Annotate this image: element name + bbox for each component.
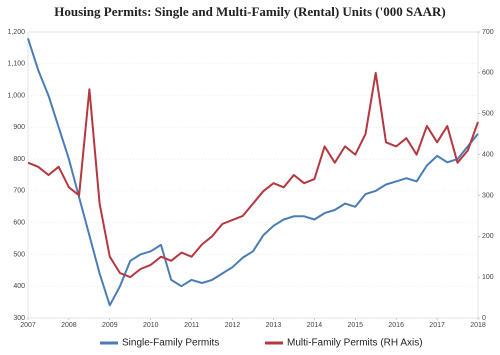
y-tick-label: 600 xyxy=(13,220,25,227)
series-line xyxy=(27,38,479,307)
y-tick-label: 400 xyxy=(13,283,25,290)
x-tick-label: 2017 xyxy=(429,322,445,329)
x-tick-label: 2011 xyxy=(184,322,199,329)
x-tick-label: 2013 xyxy=(266,322,282,329)
y-tick-label: 800 xyxy=(13,156,25,163)
series-line xyxy=(27,71,479,279)
chart-title: Housing Permits: Single and Multi-Family… xyxy=(54,4,445,19)
y-tick-label: 1,200 xyxy=(7,29,25,36)
x-tick-label: 2012 xyxy=(225,322,241,329)
y2-tick-label: 0 xyxy=(482,315,486,322)
legend-label: Multi-Family Permits (RH Axis) xyxy=(287,338,423,349)
x-tick-label: 2010 xyxy=(143,322,159,329)
legend-label: Single-Family Permits xyxy=(122,338,219,349)
y2-tick-label: 300 xyxy=(482,192,494,199)
y-tick-label: 500 xyxy=(13,251,25,258)
x-tick-label: 2016 xyxy=(388,322,404,329)
x-tick-label: 2018 xyxy=(470,322,486,329)
y-tick-label: 1,000 xyxy=(7,92,25,99)
y-tick-label: 1,100 xyxy=(7,61,25,68)
y-tick-label: 900 xyxy=(13,124,25,131)
y-tick-label: 300 xyxy=(13,315,25,322)
y2-tick-label: 200 xyxy=(482,233,494,240)
y2-tick-label: 600 xyxy=(482,70,494,77)
x-tick-label: 2009 xyxy=(102,322,118,329)
x-tick-label: 2007 xyxy=(20,322,36,329)
y2-tick-label: 700 xyxy=(482,29,494,36)
plot-area xyxy=(27,31,479,319)
y-tick-label: 700 xyxy=(13,188,25,195)
y2-tick-label: 500 xyxy=(482,111,494,118)
x-tick-label: 2014 xyxy=(307,322,323,329)
y2-tick-label: 400 xyxy=(482,151,494,158)
y2-tick-label: 100 xyxy=(482,274,494,281)
x-tick-label: 2008 xyxy=(61,322,77,329)
x-tick-label: 2015 xyxy=(347,322,363,329)
